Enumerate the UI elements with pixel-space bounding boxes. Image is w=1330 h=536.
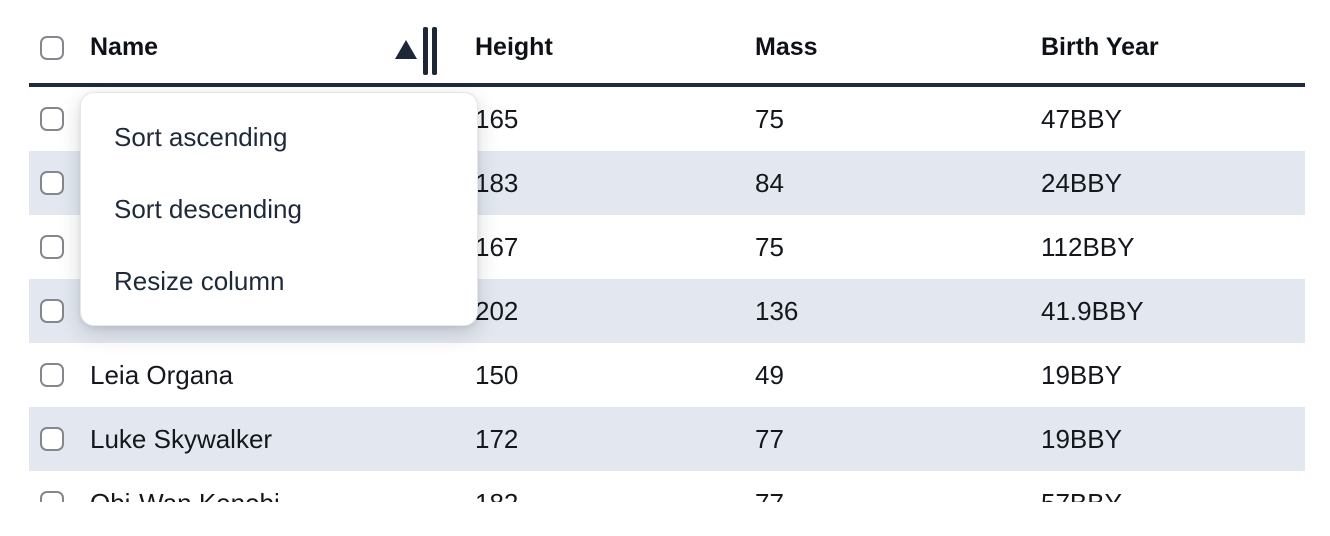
birth-year-cell: 57BBY	[1041, 488, 1305, 503]
row-select-checkbox[interactable]	[40, 363, 64, 387]
birth-year-cell: 47BBY	[1041, 103, 1122, 134]
birth-year-cell: 24BBY	[1041, 167, 1122, 198]
row-select-checkbox[interactable]	[40, 427, 64, 451]
row-select-checkbox[interactable]	[40, 107, 64, 131]
mass-cell: 49	[755, 359, 784, 390]
name-cell: Luke Skywalker	[90, 423, 273, 454]
name-cell: Obi-Wan Kenobi	[90, 488, 475, 503]
mass-cell: 84	[755, 167, 784, 198]
row-select-checkbox[interactable]	[40, 491, 64, 502]
table-row: Leia Organa 150 49 19BBY	[29, 343, 1305, 407]
row-select-checkbox[interactable]	[40, 171, 64, 195]
mass-cell: 136	[755, 295, 799, 326]
height-cell: 172	[475, 423, 519, 454]
birth-year-cell: 41.9BBY	[1041, 295, 1144, 326]
height-cell: 183	[475, 167, 519, 198]
column-header-birth-year-label: Birth Year	[1041, 33, 1159, 61]
mass-cell: 75	[755, 231, 784, 262]
column-header-birth-year[interactable]: Birth Year	[1041, 33, 1305, 62]
column-header-mass-label: Mass	[755, 33, 818, 61]
column-header-name-label: Name	[90, 33, 159, 61]
header-checkbox-cell	[29, 35, 90, 60]
column-header-mass[interactable]: Mass	[755, 33, 1041, 62]
column-resize-handle-icon[interactable]	[423, 27, 437, 75]
menu-item-sort-ascending[interactable]: Sort ascending	[114, 121, 288, 152]
column-header-height[interactable]: Height	[475, 33, 755, 62]
mass-cell: 77	[755, 423, 784, 454]
select-all-checkbox[interactable]	[40, 35, 64, 60]
table-row: Obi-Wan Kenobi 182 77 57BBY	[29, 471, 1305, 502]
sort-ascending-icon	[395, 40, 417, 59]
table-row: 167 75 112BBY	[29, 215, 1305, 279]
menu-item-sort-descending[interactable]: Sort descending	[114, 193, 302, 224]
height-cell: 167	[475, 231, 519, 262]
table-row: 165 75 47BBY	[29, 87, 1305, 151]
menu-item-resize-column[interactable]: Resize column	[114, 265, 285, 296]
column-header-name[interactable]: Name	[90, 33, 475, 62]
name-cell: Leia Organa	[90, 359, 234, 390]
row-select-checkbox[interactable]	[40, 235, 64, 259]
column-context-menu: Sort ascending Sort descending Resize co…	[80, 92, 478, 326]
column-header-height-label: Height	[475, 33, 553, 61]
mass-cell: 75	[755, 103, 784, 134]
row-select-checkbox[interactable]	[40, 299, 64, 323]
birth-year-cell: 112BBY	[1041, 231, 1135, 262]
height-cell: 165	[475, 103, 519, 134]
birth-year-cell: 19BBY	[1041, 359, 1122, 390]
height-cell: 202	[475, 295, 519, 326]
birth-year-cell: 19BBY	[1041, 423, 1122, 454]
height-cell: 150	[475, 359, 519, 390]
height-cell: 182	[475, 488, 755, 503]
mass-cell: 77	[755, 488, 1041, 503]
table-header-row: Name Height Mass Birth Year	[29, 0, 1305, 87]
table-row: Luke Skywalker 172 77 19BBY	[29, 407, 1305, 471]
